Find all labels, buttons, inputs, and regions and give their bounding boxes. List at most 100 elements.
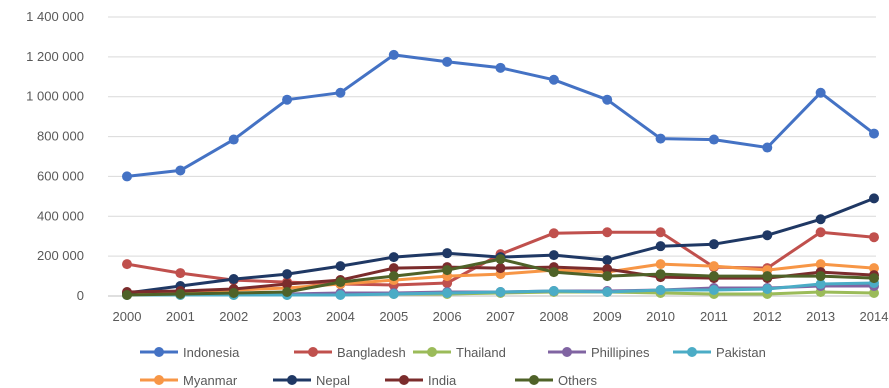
data-point — [335, 277, 346, 288]
legend: Indonesia Bangladesh Thailand Phillipines Pa… — [140, 345, 766, 388]
data-point — [762, 284, 773, 295]
legend-label: Indonesia — [183, 345, 240, 360]
data-point — [762, 230, 773, 241]
data-point — [122, 290, 132, 301]
data-point — [708, 134, 719, 145]
data-point — [548, 267, 559, 278]
data-point — [548, 250, 559, 261]
y-tick-label: 0 — [77, 288, 84, 303]
data-point — [655, 133, 666, 144]
data-point — [708, 239, 719, 250]
legend-item: Nepal — [273, 373, 350, 388]
legend-swatch-marker — [562, 347, 572, 357]
data-point — [282, 94, 293, 105]
y-axis: 0 200 000 400 000 600 000 800 000 1 000 000 1 … — [26, 9, 84, 303]
x-tick-label: 2011 — [700, 309, 728, 324]
gridlines — [108, 16, 876, 297]
data-point — [548, 74, 559, 85]
x-tick-label: 2012 — [753, 309, 782, 324]
x-tick-label: 2001 — [166, 309, 195, 324]
y-tick-label: 400 000 — [37, 208, 84, 223]
data-point — [335, 290, 346, 301]
series-others — [122, 254, 879, 301]
x-tick-label: 2008 — [539, 309, 568, 324]
y-tick-label: 200 000 — [37, 248, 84, 263]
data-point — [869, 263, 879, 274]
legend-label: India — [428, 373, 457, 388]
legend-item: Indonesia — [140, 345, 240, 360]
data-point — [175, 268, 186, 279]
legend-label: Phillipines — [591, 345, 650, 360]
x-tick-label: 2007 — [486, 309, 515, 324]
data-point — [815, 271, 826, 282]
data-point — [815, 227, 826, 238]
y-tick-label: 1 400 000 — [26, 9, 84, 24]
data-point — [175, 289, 186, 300]
x-tick-label: 2002 — [219, 309, 248, 324]
legend-swatch-marker — [287, 375, 297, 385]
data-point — [762, 271, 773, 282]
legend-label: Myanmar — [183, 373, 238, 388]
data-point — [655, 285, 666, 296]
series-line — [126, 53, 875, 178]
data-point — [442, 248, 453, 259]
y-tick-label: 1 000 000 — [26, 89, 84, 104]
data-point — [815, 214, 826, 225]
legend-swatch-marker — [308, 347, 318, 357]
legend-swatch-marker — [399, 375, 409, 385]
data-point — [602, 264, 613, 275]
data-point — [388, 49, 399, 60]
data-point — [655, 269, 666, 280]
data-point — [495, 62, 506, 73]
legend-label: Others — [558, 373, 598, 388]
data-point — [442, 288, 453, 299]
data-point — [335, 87, 346, 98]
data-point — [282, 287, 293, 298]
data-point — [228, 134, 239, 145]
data-point — [815, 87, 826, 98]
legend-label: Nepal — [316, 373, 350, 388]
data-point — [388, 252, 399, 263]
x-tick-label: 2005 — [379, 309, 408, 324]
data-point — [228, 274, 239, 285]
data-point — [282, 279, 293, 290]
data-point — [602, 94, 613, 105]
data-point — [815, 259, 826, 270]
y-tick-label: 600 000 — [37, 168, 84, 183]
y-tick-label: 1 200 000 — [26, 49, 84, 64]
legend-item: Myanmar — [140, 373, 238, 388]
legend-item: Thailand — [413, 345, 506, 360]
data-point — [602, 255, 613, 266]
data-point — [388, 263, 399, 274]
data-point — [869, 232, 879, 243]
data-point — [708, 271, 719, 282]
data-point — [388, 271, 399, 282]
data-point — [655, 227, 666, 238]
data-point — [869, 128, 879, 139]
data-point — [869, 288, 879, 299]
data-point — [602, 271, 613, 282]
data-point — [282, 269, 293, 280]
x-tick-label: 2004 — [326, 309, 355, 324]
data-point — [655, 241, 666, 252]
data-point — [442, 265, 453, 276]
legend-item: Phillipines — [548, 345, 650, 360]
data-point — [228, 288, 239, 299]
legend-swatch-marker — [529, 375, 539, 385]
x-axis: 2000 2001 2002 2003 2004 2005 2006 2007 2008 2009… — [113, 309, 889, 324]
data-point — [548, 228, 559, 239]
data-point — [442, 56, 453, 67]
data-point — [388, 289, 399, 300]
data-point — [869, 193, 879, 204]
data-point — [495, 254, 506, 265]
x-tick-label: 2003 — [273, 309, 302, 324]
x-tick-label: 2014 — [860, 309, 889, 324]
data-point — [869, 273, 879, 284]
legend-swatch-marker — [687, 347, 697, 357]
data-point — [548, 286, 559, 297]
data-point — [495, 287, 506, 298]
x-tick-label: 2009 — [593, 309, 622, 324]
x-tick-label: 2010 — [646, 309, 675, 324]
series-india — [122, 262, 879, 298]
x-tick-label: 2013 — [806, 309, 835, 324]
